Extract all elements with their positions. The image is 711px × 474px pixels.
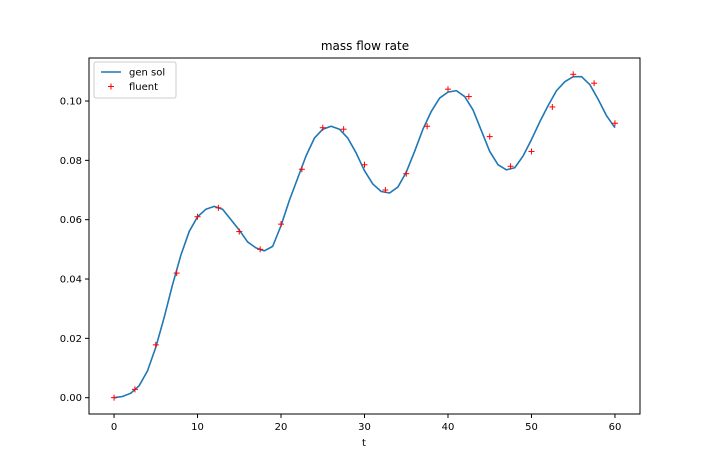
data-point-fluent [444,86,451,93]
data-point-fluent [549,103,556,110]
data-point-fluent [131,386,138,393]
data-point-fluent [319,124,326,131]
y-tick-label: 0.06 [60,215,82,226]
data-point-fluent [236,228,243,235]
data-point-fluent [570,71,577,78]
data-point-fluent [507,163,514,170]
x-tick-label: 40 [442,422,455,433]
y-tick-label: 0.04 [60,275,82,286]
data-point-fluent [486,133,493,140]
legend-label-fluent: fluent [129,82,158,93]
legend-label-gen-sol: gen sol [129,68,165,79]
series-line-gen-sol [113,75,616,399]
data-point-fluent [173,270,180,277]
x-tick-label: 0 [111,422,117,433]
data-point-fluent [298,166,305,173]
data-point-fluent [611,120,618,127]
y-tick-label: 0.10 [60,97,82,108]
data-point-fluent [194,213,201,220]
legend-marker-swatch [108,83,114,90]
legend: gen sol fluent [93,61,177,99]
data-point-fluent [111,394,118,401]
chart-title: mass flow rate [321,39,409,53]
data-point-fluent [424,123,431,130]
data-point-fluent [215,204,222,211]
x-tick-label: 50 [525,422,538,433]
data-point-fluent [152,341,159,348]
data-point-fluent [528,148,535,155]
data-point-fluent [340,126,347,133]
x-axis-label: t [362,438,366,449]
y-tick-label: 0.00 [60,393,82,404]
x-tick-label: 20 [275,422,288,433]
data-point-fluent [361,161,368,168]
x-tick-label: 60 [609,422,622,433]
y-axis: 0.00 0.02 0.04 0.06 0.08 0.10 [60,97,89,404]
plot-area [88,57,641,415]
data-point-fluent [278,221,285,228]
data-point-fluent [465,93,472,100]
data-point-fluent [591,80,598,87]
legend-frame [93,61,177,99]
data-point-fluent [382,187,389,194]
data-point-fluent [257,246,264,253]
x-tick-label: 30 [358,422,371,433]
axes-frame [88,57,641,415]
y-tick-label: 0.08 [60,156,82,167]
data-point-fluent [403,170,410,177]
x-tick-label: 10 [191,422,204,433]
y-tick-label: 0.02 [60,334,82,345]
x-axis: 0 10 20 30 40 50 60 [111,414,621,433]
